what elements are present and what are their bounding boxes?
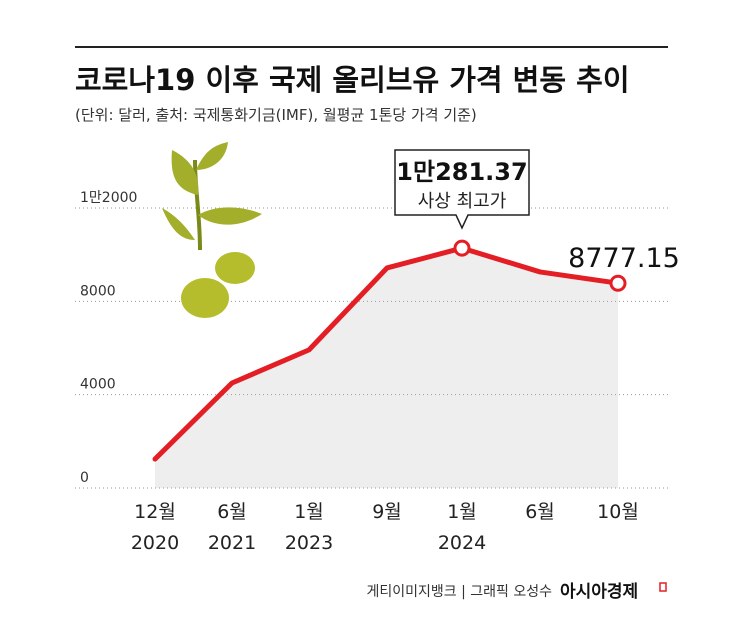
publisher: 아시아경제 xyxy=(560,582,638,602)
y-tick-label: 0 xyxy=(80,470,89,486)
x-tick-month: 10월 xyxy=(597,501,639,523)
x-tick-year: 2020 xyxy=(131,532,179,554)
y-tick-label: 4000 xyxy=(80,377,116,393)
value-label: 1만281.37 xyxy=(396,158,527,186)
callout-box xyxy=(394,149,530,230)
x-tick-year: 2021 xyxy=(208,532,256,554)
y-tick-label: 8000 xyxy=(80,283,116,299)
x-tick-year: 2024 xyxy=(438,532,486,554)
x-tick-month: 6월 xyxy=(217,501,247,523)
x-tick-month: 12월 xyxy=(134,501,176,523)
x-tick-month: 6월 xyxy=(525,501,555,523)
chart-subtitle: (단위: 달러, 출처: 국제통화기금(IMF), 월평균 1톤당 가격 기준) xyxy=(75,106,477,124)
y-tick-label: 1만2000 xyxy=(80,190,137,206)
area-fill xyxy=(155,248,618,488)
olive-illustration xyxy=(162,142,262,318)
price-line xyxy=(152,245,621,462)
value-label: 8777.15 xyxy=(568,243,680,274)
chart-title: 코로나19 이후 국제 올리브유 가격 변동 추이 xyxy=(75,63,630,97)
x-tick-month: 1월 xyxy=(447,501,477,523)
publisher-mark xyxy=(659,582,667,592)
source: 게티이미지뱅크 | 그래픽 오성수 xyxy=(366,584,552,600)
plot-area: 0 4000 8000 1만2000 12월 2020 6월 2021 1월 2023 9월 1월 20… xyxy=(75,149,680,554)
peak-marker xyxy=(609,274,627,292)
x-tick-year: 2023 xyxy=(285,532,333,554)
x-tick-month: 1월 xyxy=(294,501,324,523)
peak-marker xyxy=(453,239,471,257)
x-tick-month: 9월 xyxy=(372,501,402,523)
annotation: 사상 최고가 xyxy=(418,191,507,212)
